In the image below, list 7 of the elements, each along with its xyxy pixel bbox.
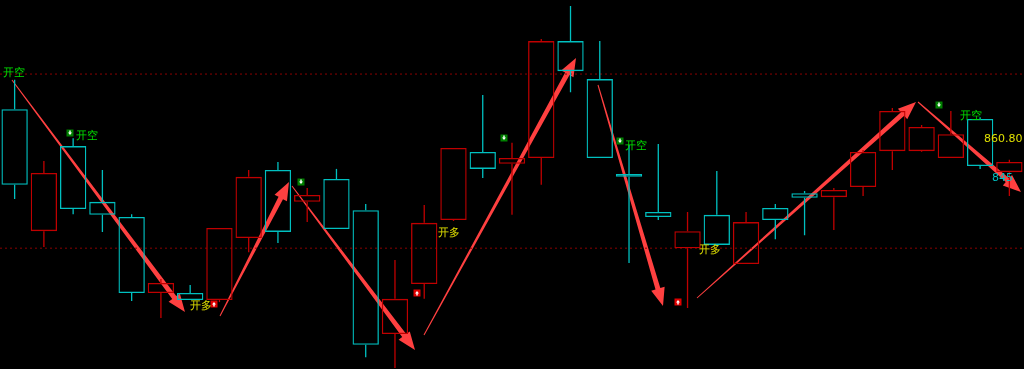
annotation: 开多 [438, 225, 460, 239]
annotation: 开空 [3, 65, 25, 79]
annotation: 开空 [76, 128, 98, 142]
annotation: 开多 [190, 298, 212, 312]
annotation: 开空 [625, 138, 647, 152]
annotation: 开多 [699, 242, 721, 256]
annotation: 开空 [960, 108, 982, 122]
